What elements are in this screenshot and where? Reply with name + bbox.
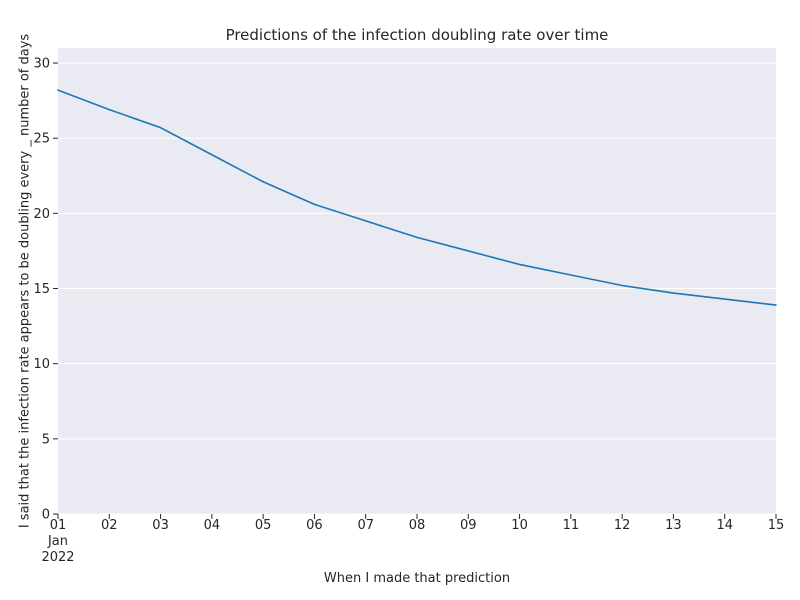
x-tick-label: 02 <box>101 518 118 533</box>
chart-title: Predictions of the infection doubling ra… <box>226 26 609 44</box>
x-tick-label: 01 <box>50 518 67 533</box>
x-tick-label: 11 <box>563 518 580 533</box>
x-tick-label: 05 <box>255 518 272 533</box>
x-tick-year-label: 2022 <box>41 550 74 565</box>
x-tick-label: 13 <box>665 518 682 533</box>
x-tick-month-label: Jan <box>47 534 68 549</box>
y-tick-label: 0 <box>42 508 50 523</box>
x-tick-label: 09 <box>460 518 477 533</box>
series-line-0 <box>57 89 777 306</box>
x-tick-label: 03 <box>152 518 169 533</box>
y-tick-label: 15 <box>33 282 50 297</box>
grid-lines <box>58 62 776 515</box>
y-tick-label: 25 <box>33 132 50 147</box>
x-tick-label: 15 <box>768 518 785 533</box>
series-layer <box>57 89 777 306</box>
y-axis-ticks: 0 5 10 15 20 25 30 <box>33 57 58 523</box>
y-tick-label: 20 <box>33 207 50 222</box>
x-tick-label: 12 <box>614 518 631 533</box>
x-tick-label: 07 <box>357 518 374 533</box>
y-tick-label: 30 <box>33 57 50 72</box>
y-tick-label: 5 <box>42 432 50 447</box>
y-tick-label: 10 <box>33 357 50 372</box>
x-tick-label: 10 <box>511 518 528 533</box>
x-tick-label: 14 <box>716 518 733 533</box>
x-axis-title: When I made that prediction <box>324 571 510 586</box>
y-axis-title: I said that the infection rate appears t… <box>18 34 33 529</box>
plot-area <box>58 48 776 514</box>
x-tick-label: 06 <box>306 518 323 533</box>
x-tick-label: 08 <box>409 518 426 533</box>
x-tick-label: 04 <box>204 518 221 533</box>
